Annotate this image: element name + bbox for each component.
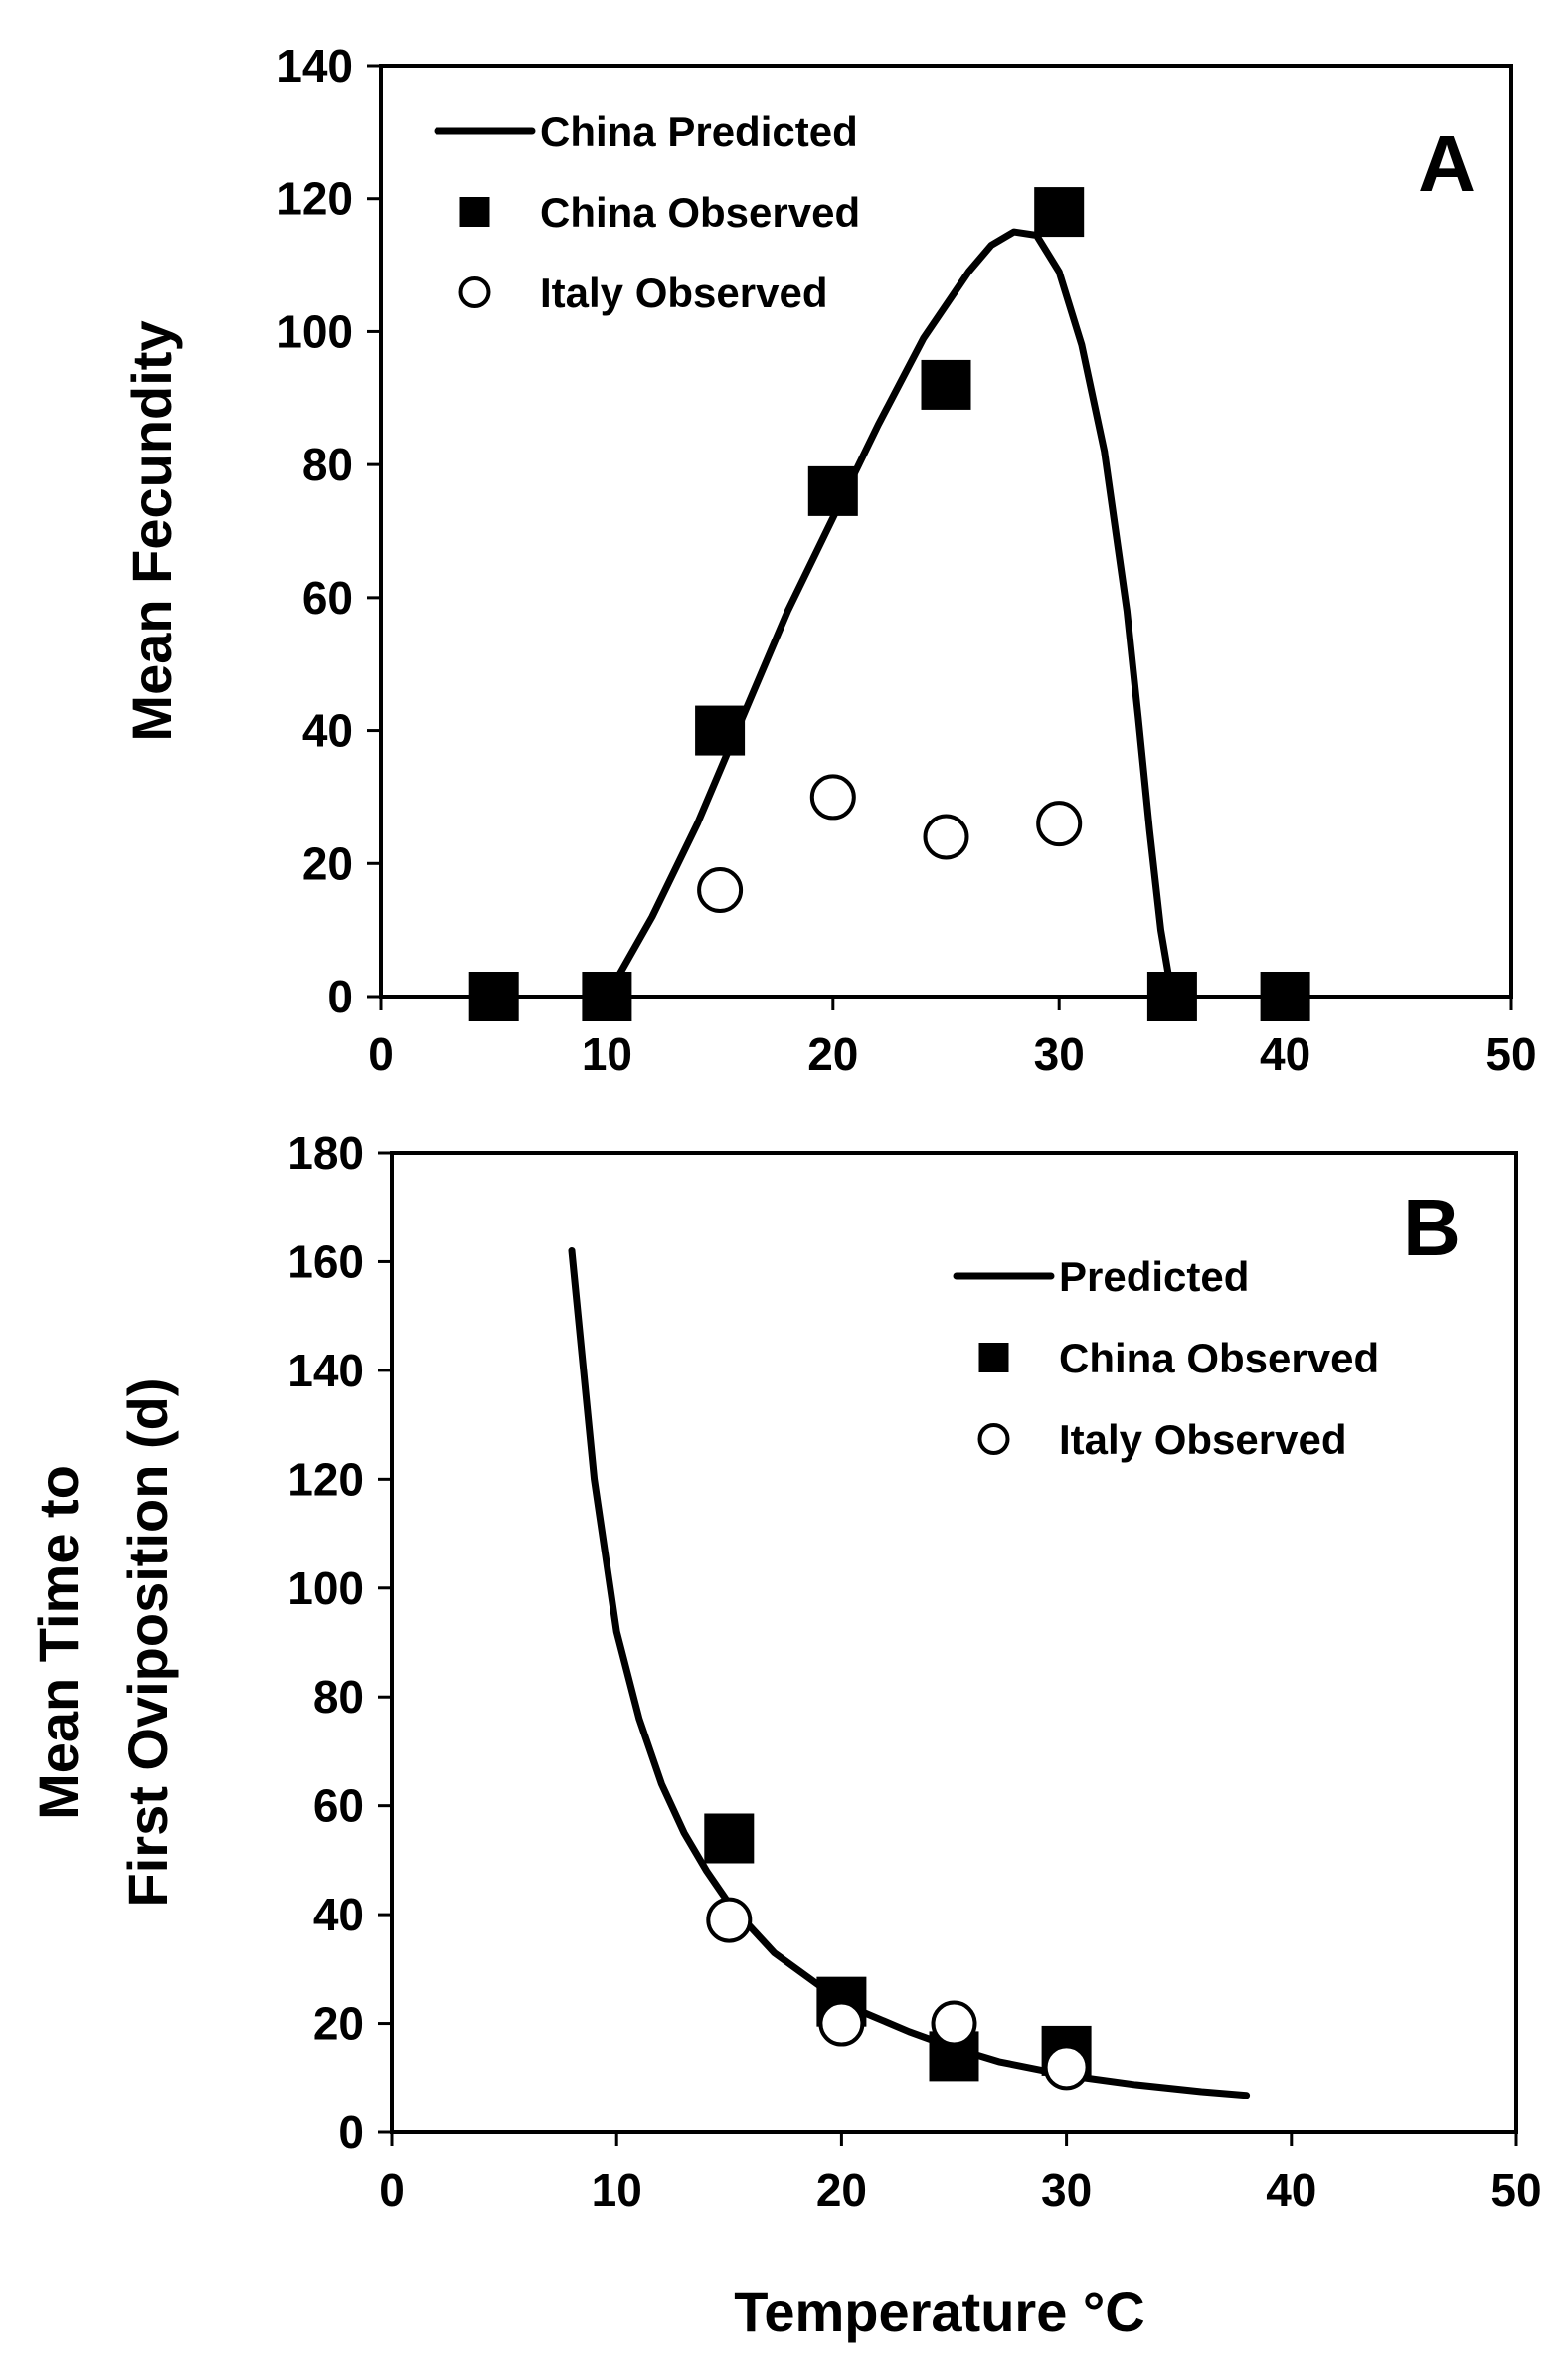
y-tick-label: 20: [302, 837, 353, 889]
legend-label: Italy Observed: [1059, 1416, 1346, 1463]
x-tick-label: 30: [1034, 1028, 1085, 1080]
china-observed-point: [1260, 972, 1310, 1021]
italy-observed-point: [697, 867, 744, 914]
china-observed-point: [921, 359, 971, 410]
legend: Predicted China Observed Italy Observed: [953, 1253, 1379, 1463]
italy-observed-point: [923, 814, 969, 860]
plot-frame: [390, 1151, 1518, 2134]
panel-letter: B: [1403, 1184, 1461, 1272]
x-tick-label: 50: [1490, 2164, 1541, 2216]
x-tick-label: 40: [1260, 1028, 1310, 1080]
china-observed-point: [704, 1813, 755, 1864]
x-tick-label: 0: [368, 1028, 394, 1080]
legend-square-swatch: [459, 197, 490, 227]
italy-observed-point: [1043, 2044, 1090, 2091]
x-axis-title: Temperature °C: [734, 2281, 1144, 2343]
legend-label: China Observed: [1059, 1335, 1379, 1381]
italy-observed-point: [706, 1897, 753, 1943]
series-line: [603, 228, 1176, 1001]
y-tick-label: 100: [287, 1562, 364, 1614]
italy-observed-point: [931, 2000, 977, 2047]
china-observed-point: [807, 465, 858, 516]
y-tick-label: 80: [313, 1671, 364, 1723]
china-observed-point: [468, 972, 519, 1021]
y-tick-label: 100: [276, 305, 353, 357]
legend: China Predicted China Observed Italy Obser…: [434, 108, 860, 316]
x-tick-label: 30: [1041, 2164, 1092, 2216]
panel-letter: A: [1418, 119, 1476, 208]
china-observed-point: [582, 972, 632, 1021]
italy-observed-point: [1036, 801, 1083, 847]
y-tick-label: 60: [302, 572, 353, 624]
y-tick-label: 180: [287, 1127, 364, 1179]
x-tick-label: 20: [816, 2164, 867, 2216]
x-tick-label: 10: [592, 2164, 642, 2216]
y-tick-label: 80: [302, 439, 353, 490]
y-tick-label: 40: [302, 705, 353, 757]
y-tick-label: 140: [287, 1345, 364, 1396]
y-tick-label: 120: [276, 173, 353, 225]
italy-observed-point: [809, 774, 856, 821]
legend-circle-swatch: [458, 276, 491, 308]
y-tick-label: 120: [287, 1453, 364, 1505]
x-tick-label: 50: [1485, 1028, 1536, 1080]
legend-label: Italy Observed: [540, 270, 827, 316]
legend-label: China Predicted: [540, 108, 858, 155]
x-tick-label: 40: [1266, 2164, 1316, 2216]
legend-square-swatch: [978, 1343, 1009, 1372]
y-tick-label: 160: [287, 1235, 364, 1287]
x-tick-label: 20: [807, 1028, 858, 1080]
y-tick-label: 60: [313, 1780, 364, 1832]
x-tick-label: 0: [379, 2164, 405, 2216]
plot-frame: [379, 64, 1513, 999]
y-tick-label: 0: [338, 2106, 364, 2158]
y-axis-title: Mean Fecundity: [120, 320, 183, 741]
legend-circle-swatch: [977, 1423, 1010, 1455]
y-tick-label: 40: [313, 1889, 364, 1940]
legend-label: Predicted: [1059, 1253, 1249, 1300]
y-tick-label: 0: [327, 971, 353, 1022]
y-tick-label: 20: [313, 1998, 364, 2050]
y-tick-label: 140: [276, 40, 353, 91]
y-axis-title-line: Mean Time to: [27, 1465, 89, 1820]
china-observed-point: [1146, 972, 1197, 1021]
china-observed-point: [695, 705, 746, 756]
legend-label: China Observed: [540, 189, 860, 236]
panel-a-chart: 0 10 20 30 40 50 0 20 40 60 80 100 120 140 Mean Fecund…: [120, 40, 1537, 1080]
china-observed-point: [1034, 187, 1085, 238]
y-axis-title-line: First Oviposition (d): [116, 1378, 179, 1908]
italy-observed-point: [818, 2000, 865, 2047]
panel-b-chart: 0 10 20 30 40 50 0 20 40 60 80 100 120 140 160 180 Mean …: [27, 1127, 1542, 2216]
x-tick-label: 10: [582, 1028, 632, 1080]
